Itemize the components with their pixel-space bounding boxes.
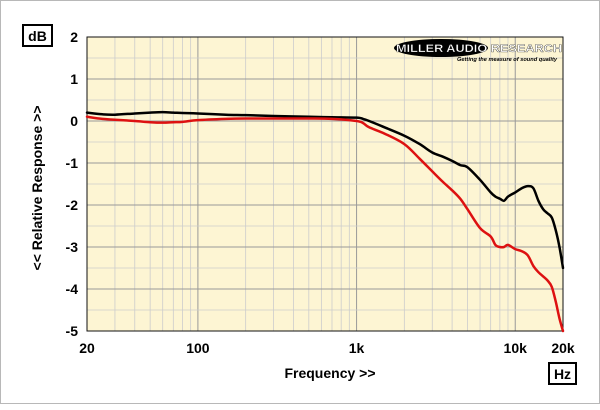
y-tick-label: -1 — [66, 155, 79, 171]
y-tick-label: 1 — [70, 71, 78, 87]
x-axis-label: Frequency >> — [284, 365, 375, 381]
y-tick-label: -5 — [66, 323, 79, 339]
x-unit-badge: Hz — [548, 362, 577, 385]
x-tick-label: 1k — [349, 340, 365, 356]
y-axis-label: << Relative Response >> — [29, 106, 45, 271]
x-tick-label: 100 — [186, 340, 210, 356]
x-tick-label: 10k — [504, 340, 528, 356]
series-line-1 — [85, 110, 565, 270]
series-line-2 — [85, 115, 565, 333]
x-tick-label: 20k — [551, 340, 575, 356]
y-tick-label: 2 — [70, 29, 78, 45]
plot-border — [86, 36, 564, 332]
y-tick-label: -2 — [66, 197, 79, 213]
y-tick-label: -3 — [66, 239, 79, 255]
x-tick-labels: 20 100 1k 10k 20k — [79, 340, 575, 356]
miller-audio-research-logo: MILLER AUDIO RESEARCH Getting the measur… — [394, 39, 562, 63]
y-tick-label: -4 — [66, 281, 79, 297]
logo-text: MILLER AUDIO RESEARCH — [396, 43, 562, 55]
y-tick-label: 0 — [70, 113, 78, 129]
logo-tagline: Getting the measure of sound quality — [457, 57, 558, 63]
y-tick-labels: 2 1 0 -1 -2 -3 -4 -5 — [66, 29, 79, 339]
series-layer — [85, 110, 565, 333]
x-unit-label: Hz — [553, 365, 572, 382]
y-unit-badge: dB — [22, 24, 53, 47]
grid — [87, 36, 563, 332]
x-tick-label: 20 — [79, 340, 95, 356]
y-unit-label: dB — [28, 27, 47, 44]
